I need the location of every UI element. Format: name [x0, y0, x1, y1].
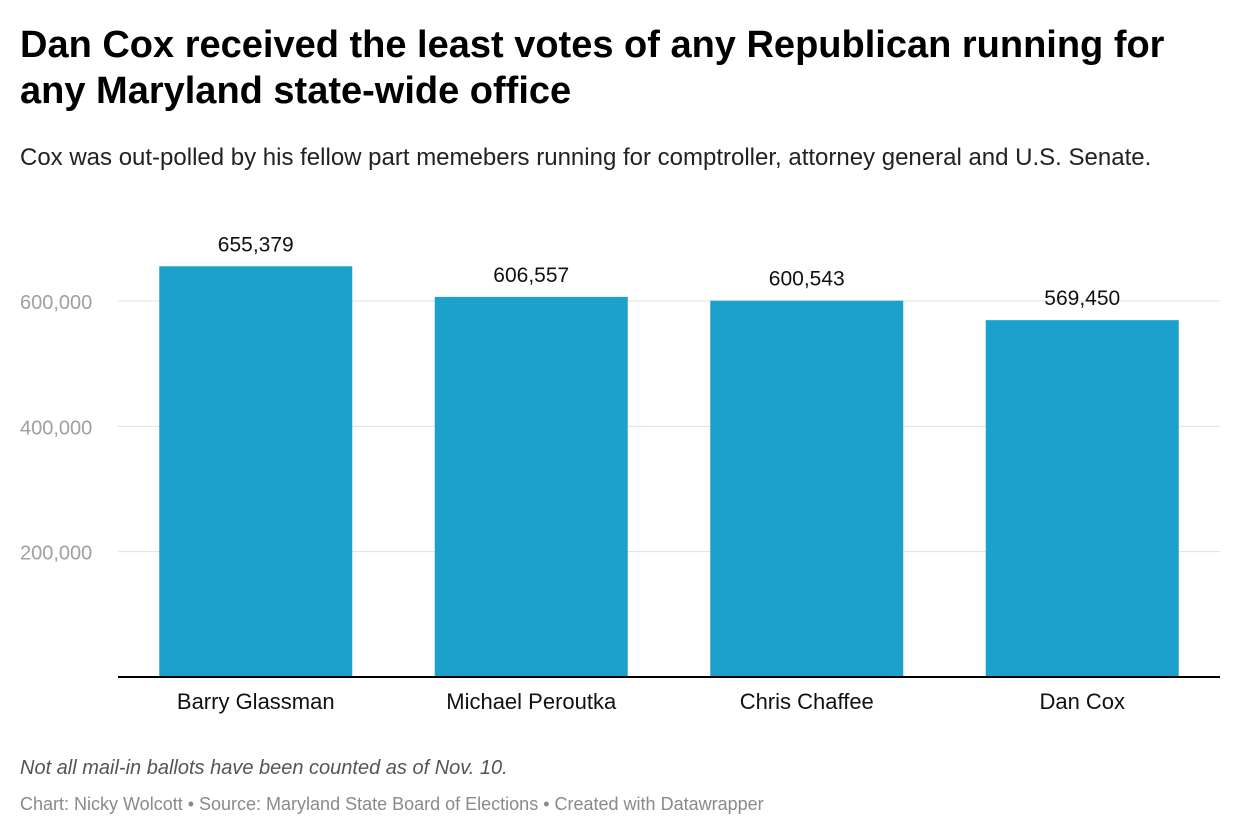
- chart-note: Not all mail-in ballots have been counte…: [20, 757, 508, 779]
- x-category-label: Michael Peroutka: [446, 689, 617, 714]
- footer-separator: •: [182, 794, 200, 814]
- chart-title: Dan Cox received the least votes of any …: [20, 24, 1165, 112]
- bar-chart: 200,000 400,000 600,000 655,379 Barry Glassm…: [20, 233, 1220, 714]
- bar-value-label: 655,379: [218, 233, 294, 256]
- x-category-label: Chris Chaffee: [740, 689, 874, 714]
- bar-value-label: 606,557: [493, 264, 569, 287]
- bar: [159, 266, 353, 677]
- chart-footer: Chart: Nicky Wolcott • Source: Maryland …: [20, 794, 764, 815]
- bar: [985, 320, 1179, 677]
- chart-subtitle: Cox was out-polled by his fellow part me…: [20, 144, 1152, 171]
- y-tick-label: 400,000: [20, 417, 92, 439]
- footer-chart-by: Chart: Nicky Wolcott: [20, 794, 183, 814]
- x-category-label: Dan Cox: [1039, 689, 1125, 714]
- footer-created-with: Created with Datawrapper: [554, 794, 764, 814]
- x-category-label: Barry Glassman: [177, 689, 335, 714]
- footer-separator: •: [538, 794, 555, 814]
- bar: [710, 300, 904, 677]
- bar-value-label: 569,450: [1044, 287, 1120, 310]
- footer-source: Source: Maryland State Board of Election…: [199, 794, 539, 814]
- y-tick-label: 600,000: [20, 292, 92, 314]
- bar: [434, 296, 628, 677]
- y-tick-label: 200,000: [20, 543, 92, 565]
- bar-value-label: 600,543: [769, 268, 845, 291]
